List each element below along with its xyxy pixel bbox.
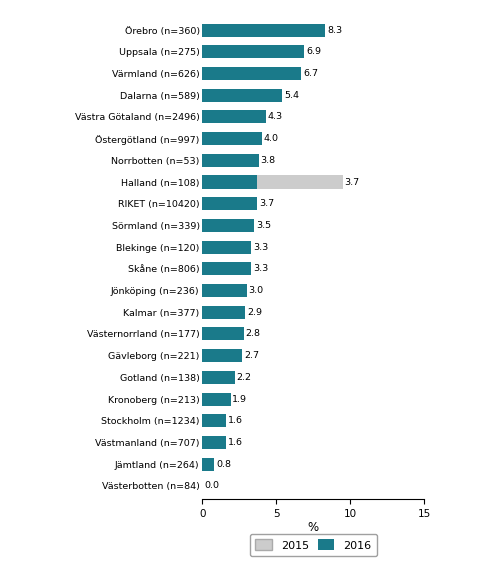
- Legend: 2015, 2016: 2015, 2016: [250, 534, 377, 556]
- Text: 0.8: 0.8: [216, 460, 231, 469]
- Bar: [202, 263, 251, 276]
- Text: 0.0: 0.0: [204, 481, 219, 490]
- Text: 3.7: 3.7: [259, 199, 274, 208]
- Text: 2.7: 2.7: [244, 351, 259, 360]
- Bar: [202, 306, 245, 319]
- Bar: [202, 176, 257, 188]
- Bar: [202, 132, 262, 145]
- Text: 1.6: 1.6: [228, 438, 243, 447]
- Text: 8.3: 8.3: [327, 26, 342, 35]
- Bar: [202, 414, 226, 428]
- Text: 3.0: 3.0: [249, 286, 264, 295]
- Text: 2.2: 2.2: [237, 373, 252, 382]
- Bar: [202, 176, 343, 188]
- Text: 6.7: 6.7: [303, 69, 318, 78]
- Bar: [202, 436, 226, 449]
- Text: 4.3: 4.3: [268, 112, 283, 121]
- Text: 3.3: 3.3: [253, 243, 268, 252]
- Bar: [202, 284, 247, 297]
- Bar: [202, 45, 305, 58]
- Bar: [202, 111, 266, 124]
- Bar: [202, 392, 230, 405]
- Text: 2.8: 2.8: [246, 329, 261, 338]
- Text: 3.7: 3.7: [345, 177, 360, 187]
- Text: 1.9: 1.9: [232, 395, 247, 404]
- Bar: [202, 154, 259, 167]
- Text: 6.9: 6.9: [306, 47, 321, 56]
- X-axis label: %: %: [308, 522, 319, 535]
- Text: 4.0: 4.0: [263, 134, 278, 143]
- Bar: [202, 458, 214, 471]
- Text: 3.8: 3.8: [260, 156, 276, 165]
- Bar: [202, 240, 251, 253]
- Bar: [202, 197, 257, 210]
- Bar: [202, 328, 244, 340]
- Text: 3.5: 3.5: [256, 221, 271, 230]
- Bar: [202, 23, 325, 36]
- Text: 5.4: 5.4: [284, 91, 299, 100]
- Text: 1.6: 1.6: [228, 416, 243, 425]
- Bar: [202, 67, 301, 80]
- Text: 3.3: 3.3: [253, 264, 268, 273]
- Bar: [202, 349, 242, 362]
- Bar: [202, 219, 254, 232]
- Text: 2.9: 2.9: [247, 308, 262, 317]
- Bar: [202, 88, 282, 101]
- Bar: [202, 371, 235, 384]
